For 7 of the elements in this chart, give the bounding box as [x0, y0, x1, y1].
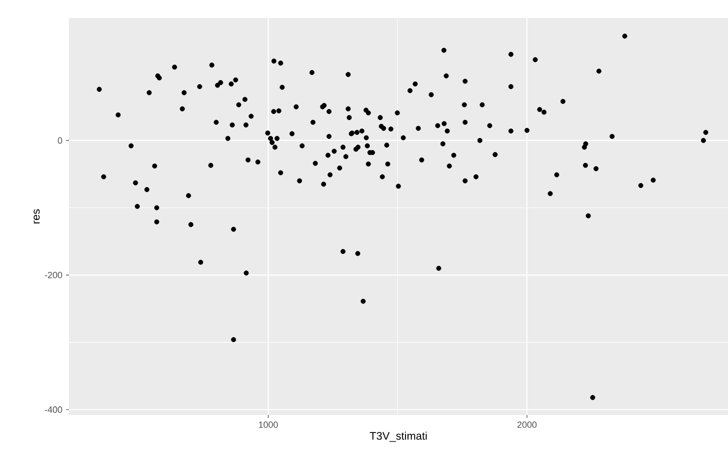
x-axis-title: T3V_stimati — [370, 432, 427, 442]
x-tick-label: 1000 — [258, 422, 278, 428]
y-tick-label: 0 — [58, 137, 62, 144]
x-tick-label: 2000 — [517, 422, 537, 428]
y-tick-label: -200 — [44, 272, 62, 278]
y-axis-title: res — [34, 209, 40, 224]
y-tick-label: -400 — [44, 406, 62, 413]
